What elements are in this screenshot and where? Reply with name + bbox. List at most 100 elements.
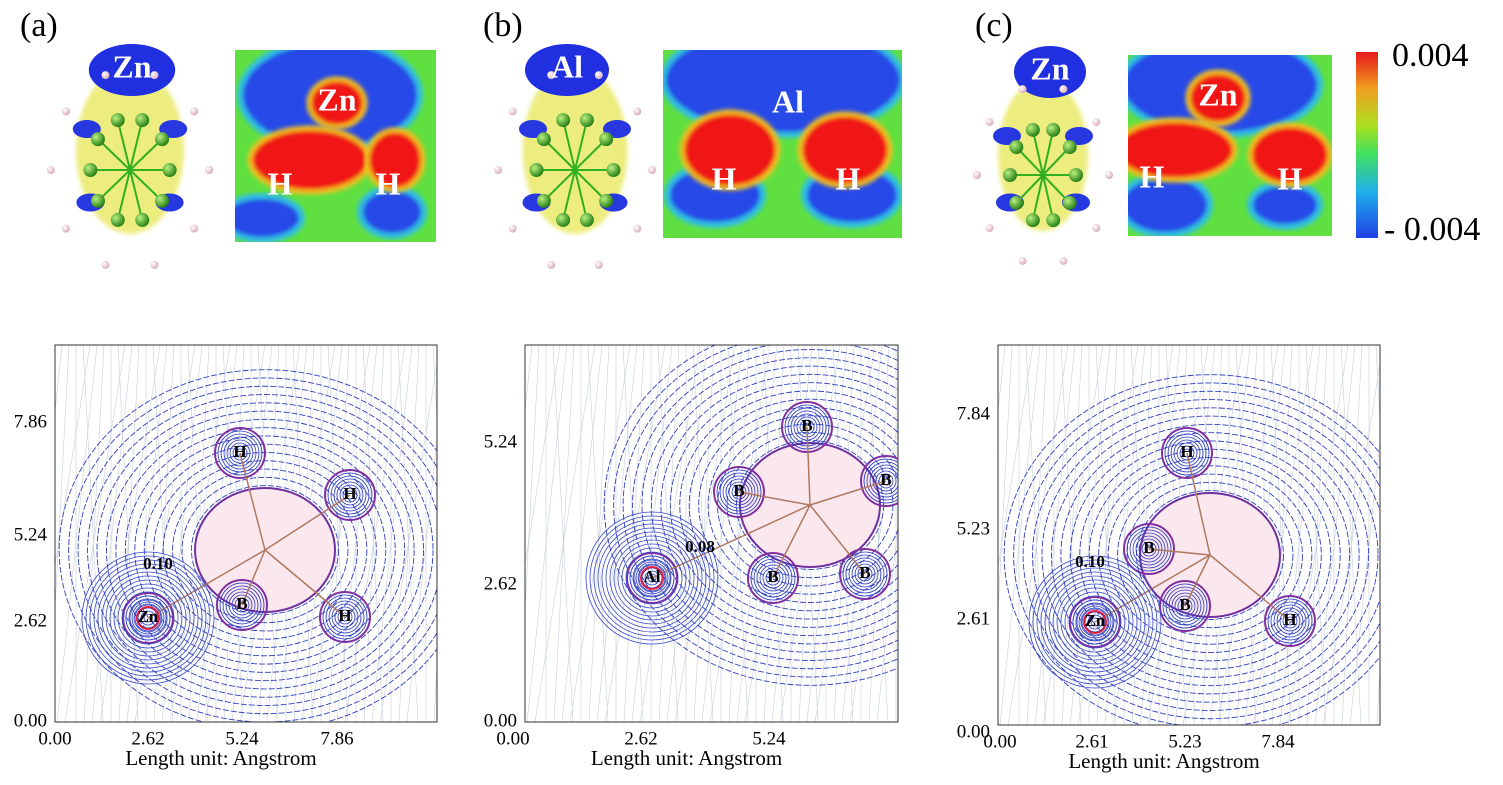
bond bbox=[116, 169, 131, 221]
gradient-line bbox=[56, 345, 98, 722]
bond bbox=[574, 169, 607, 202]
y-tick-label: 2.62 bbox=[484, 573, 517, 594]
boron bbox=[90, 132, 105, 147]
density-map bbox=[663, 50, 902, 238]
gradient-line bbox=[1034, 345, 1076, 725]
hydrogen bbox=[648, 166, 656, 174]
gradient-line bbox=[1287, 345, 1349, 725]
atom-contour bbox=[333, 478, 367, 512]
metal-lobe bbox=[525, 44, 609, 96]
metal-contour bbox=[625, 551, 679, 605]
atom-contour bbox=[866, 461, 898, 501]
atom-label: H bbox=[1180, 442, 1193, 461]
plot-frame bbox=[524, 344, 899, 723]
contour bbox=[143, 443, 387, 657]
plot-frame bbox=[997, 344, 1381, 726]
bond-path bbox=[147, 549, 266, 619]
metal-contour bbox=[1052, 579, 1138, 665]
atom-basin bbox=[747, 552, 799, 604]
boron bbox=[536, 132, 551, 147]
atom-contour bbox=[1171, 592, 1199, 620]
boron bbox=[1009, 140, 1024, 155]
atom-basin bbox=[122, 592, 174, 644]
gradient-line bbox=[379, 361, 437, 722]
gradient-line bbox=[82, 345, 104, 722]
panel-label: (c) bbox=[975, 7, 1013, 44]
metal-contour bbox=[593, 519, 711, 637]
boron bbox=[556, 113, 571, 128]
hydrogen bbox=[61, 224, 70, 233]
atom-contour bbox=[722, 475, 756, 509]
metal-contour bbox=[1064, 591, 1126, 653]
boron bbox=[155, 193, 170, 208]
atom-contour bbox=[1087, 614, 1103, 630]
gradient-line bbox=[903, 345, 923, 722]
contour bbox=[1022, 390, 1380, 720]
hydrogen bbox=[973, 171, 981, 179]
atom-contour bbox=[219, 582, 265, 628]
hydrogen bbox=[494, 166, 502, 174]
metal-lobe bbox=[1014, 46, 1086, 98]
x-tick-label: 5.24 bbox=[752, 728, 786, 749]
atom-basin bbox=[214, 427, 266, 479]
boron bbox=[83, 163, 98, 177]
metal-core bbox=[1083, 610, 1107, 634]
atom-contour bbox=[1138, 538, 1160, 560]
atom-contour bbox=[848, 557, 882, 591]
colorbar bbox=[1356, 52, 1378, 238]
hydrogen bbox=[61, 107, 70, 116]
contour bbox=[669, 382, 898, 628]
gradient-line bbox=[553, 345, 575, 722]
metal-contour bbox=[1040, 567, 1150, 677]
metal-contour bbox=[585, 511, 719, 645]
contour bbox=[707, 415, 898, 595]
bond-path bbox=[738, 491, 811, 506]
contour bbox=[77, 385, 437, 715]
hydrogen bbox=[1018, 85, 1027, 94]
hydrogen bbox=[1018, 256, 1027, 265]
atom-basin bbox=[324, 469, 376, 521]
atom-contour bbox=[863, 458, 898, 504]
metal-contour bbox=[101, 571, 195, 665]
metal-contour bbox=[1048, 575, 1142, 669]
atom-contour bbox=[128, 598, 168, 638]
x-axis-label: Length unit: Angstrom bbox=[591, 746, 782, 770]
gradient-line bbox=[1060, 345, 1082, 725]
metal-contour bbox=[1060, 587, 1130, 657]
gradient-line bbox=[622, 345, 644, 722]
gradient-line bbox=[126, 345, 168, 722]
metal-contour bbox=[1076, 603, 1114, 641]
bond bbox=[1042, 174, 1055, 221]
y-tick-label: 0.00 bbox=[484, 710, 517, 731]
gradient-line bbox=[525, 345, 540, 615]
atom-label: B bbox=[801, 416, 812, 435]
atom-contour bbox=[872, 467, 898, 495]
metal-contour bbox=[609, 535, 695, 621]
gradient-line bbox=[1349, 437, 1380, 725]
gradient-line bbox=[328, 345, 350, 722]
atom-contour bbox=[1075, 602, 1115, 642]
bond-path bbox=[772, 504, 811, 579]
contour bbox=[172, 468, 358, 632]
map-atom-label: H bbox=[376, 165, 401, 201]
metal-contour bbox=[1080, 607, 1110, 637]
bcp-value: 0.10 bbox=[1075, 552, 1105, 571]
bond-path bbox=[651, 504, 811, 579]
colorbar-max: 0.004 bbox=[1392, 37, 1469, 74]
atom-label: B bbox=[880, 470, 891, 489]
gradient-line bbox=[587, 345, 609, 722]
atom-contour bbox=[851, 560, 879, 588]
hydrogen bbox=[150, 71, 159, 80]
contour bbox=[622, 345, 898, 670]
atom-contour bbox=[1279, 610, 1301, 632]
atom-contour bbox=[220, 433, 260, 473]
hydrogen bbox=[985, 224, 994, 233]
atom-contour bbox=[1270, 601, 1310, 641]
atom-contour bbox=[1176, 442, 1198, 464]
y-tick-label: 7.86 bbox=[14, 411, 47, 432]
atom-label: B bbox=[733, 481, 744, 500]
bond bbox=[574, 138, 607, 171]
gradient-line bbox=[64, 345, 126, 722]
gradient-line bbox=[727, 345, 749, 722]
gradient-line bbox=[1069, 345, 1111, 725]
